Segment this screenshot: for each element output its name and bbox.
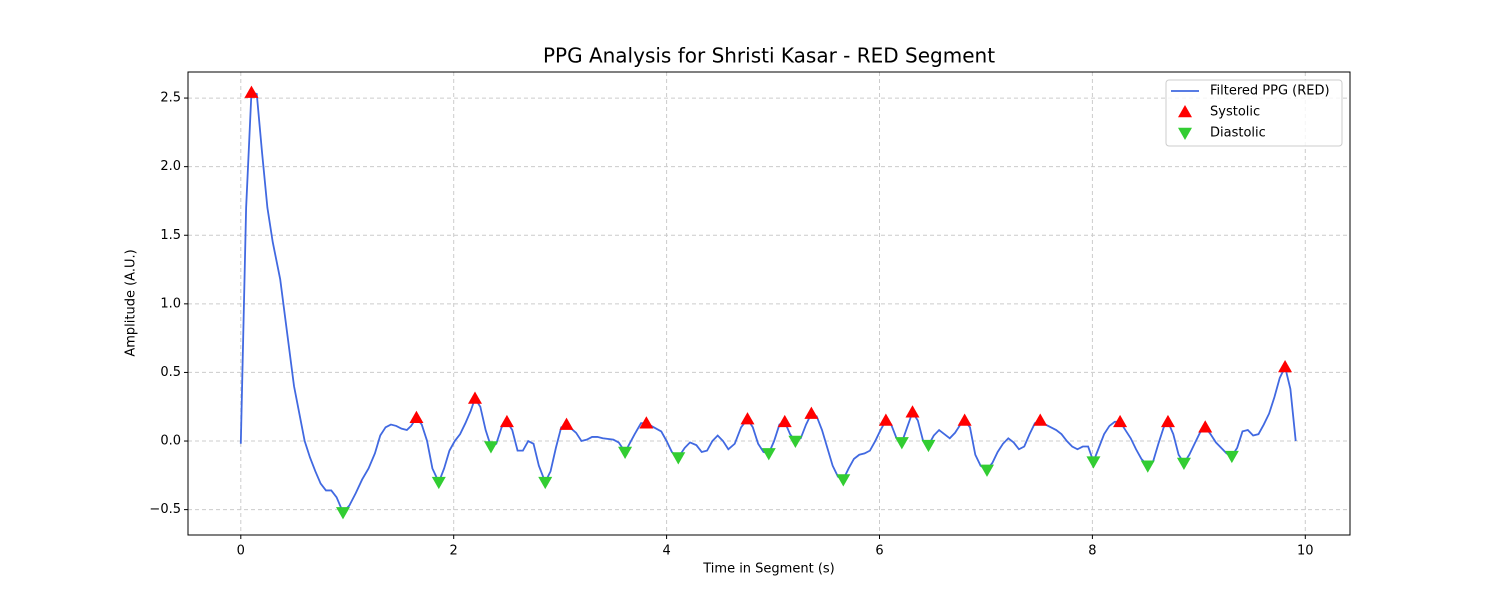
y-tick-label: 1.0 [160,296,181,311]
systolic-marker [499,414,514,428]
diastolic-marker [894,437,909,450]
y-tick-label: −0.5 [149,502,181,517]
legend-label: Diastolic [1210,126,1266,141]
systolic-marker [467,391,482,404]
systolic-marker [244,85,259,98]
diastolic-marker [788,435,803,449]
diastolic-marker [538,476,553,490]
diastolic-marker [1224,450,1239,464]
systolic-marker [409,410,424,423]
diastolic-marker [921,439,936,453]
ppg-line [239,91,1297,514]
y-tick-label: 1.5 [160,228,181,243]
diastolic-marker [1140,460,1155,473]
x-tick-label: 2 [450,544,458,559]
systolic-marker [957,413,972,426]
y-tick-label: 0.0 [160,434,181,449]
y-tick-label: 0.5 [160,365,181,380]
legend-label: Systolic [1210,105,1260,120]
systolic-marker [740,412,755,425]
plot-frame [187,71,1351,536]
systolic-marker [777,414,792,428]
systolic-marker [905,405,920,418]
x-tick-label: 6 [875,544,883,559]
systolic-marker [1278,359,1293,373]
diastolic-marker [671,452,686,465]
diastolic-marker [335,507,350,520]
systolic-marker [1198,420,1213,433]
diastolic-marker [980,464,995,477]
legend-label: Filtered PPG (RED) [1210,84,1330,99]
legend-box [1165,79,1343,147]
systolic-marker [1113,414,1128,428]
systolic-marker [804,406,819,419]
systolic-marker [559,417,574,430]
x-axis-label: Time in Segment (s) [702,562,834,577]
legend-swatch [1178,127,1192,140]
systolic-marker [639,416,654,429]
diastolic-marker [618,446,633,460]
diastolic-marker [836,474,851,487]
x-tick-label: 0 [237,544,245,559]
chart-title: PPG Analysis for Shristi Kasar - RED Seg… [543,44,995,68]
x-tick-label: 8 [1088,544,1096,559]
y-axis-label: Amplitude (A.U.) [124,249,139,356]
legend-swatch [1178,105,1192,118]
diastolic-marker [431,476,446,490]
systolic-marker [878,413,893,426]
x-tick-label: 4 [662,544,670,559]
x-tick-label: 10 [1297,544,1314,559]
diastolic-marker [761,448,776,461]
systolic-marker [1160,414,1175,428]
diastolic-marker [483,441,498,454]
y-tick-label: 2.5 [160,91,181,106]
diastolic-marker [1086,456,1101,469]
systolic-marker [1033,413,1048,426]
diastolic-marker [1176,457,1191,470]
y-tick-label: 2.0 [160,159,181,174]
